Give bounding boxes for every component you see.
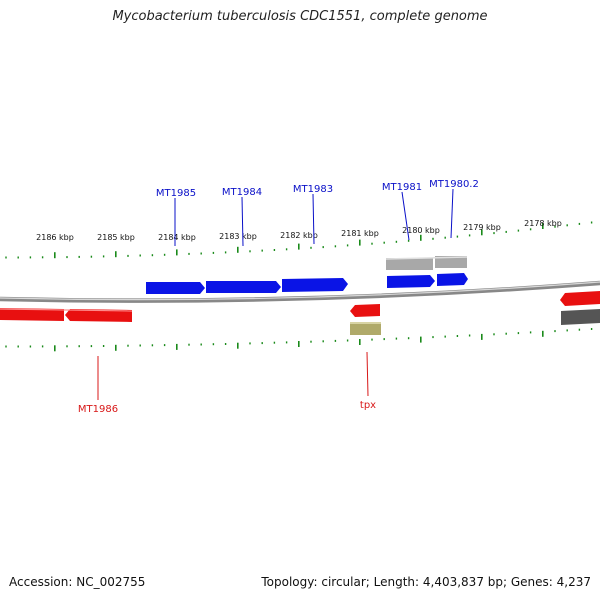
leader-line bbox=[312, 193, 315, 245]
gene-feature-mt1980-2[interactable] bbox=[437, 273, 468, 286]
ruler-label: 2179 kbp bbox=[463, 223, 501, 232]
leader-line bbox=[401, 191, 410, 241]
gene-label-mt1986[interactable]: MT1986 bbox=[78, 404, 118, 415]
reverse-gene-labels: MT1986 tpx bbox=[78, 351, 376, 415]
gene-feature-grey-1[interactable] bbox=[386, 258, 433, 270]
genome-backbone-highlight bbox=[0, 281, 600, 301]
ruler-label: 2178 kbp bbox=[524, 219, 562, 228]
leader-line bbox=[241, 196, 244, 247]
leader-line bbox=[366, 351, 369, 397]
gene-feature-mt1983[interactable] bbox=[282, 278, 348, 292]
ruler-label: 2186 kbp bbox=[36, 233, 74, 242]
gene-label-mt1983[interactable]: MT1983 bbox=[293, 184, 333, 195]
gene-feature-dark-right[interactable] bbox=[561, 309, 600, 325]
gene-feature-red-right[interactable] bbox=[560, 291, 600, 306]
genome-backbone bbox=[0, 280, 600, 303]
gene-feature-grey-2[interactable] bbox=[435, 256, 467, 268]
gene-feature-mt1984[interactable] bbox=[206, 281, 281, 293]
gene-label-mt1985[interactable]: MT1985 bbox=[156, 188, 196, 199]
gene-feature-tpx[interactable] bbox=[350, 304, 380, 317]
gene-feature-mt1985[interactable] bbox=[146, 282, 205, 294]
ruler-label: 2184 kbp bbox=[158, 233, 196, 242]
reverse-features bbox=[0, 291, 600, 335]
forward-gene-labels: MT1985 MT1984 MT1983 MT1981 MT1980.2 bbox=[156, 179, 479, 247]
gene-feature-olive[interactable] bbox=[350, 322, 381, 335]
forward-features bbox=[146, 256, 468, 294]
gene-label-mt1981[interactable]: MT1981 bbox=[382, 182, 422, 193]
feature-shine bbox=[385, 256, 468, 260]
ruler-label: 2180 kbp bbox=[402, 226, 440, 235]
ruler-labels: 2186 kbp 2185 kbp 2184 kbp 2183 kbp 2182… bbox=[36, 219, 562, 242]
gene-feature-red-left[interactable] bbox=[0, 308, 64, 321]
ruler-label: 2182 kbp bbox=[280, 231, 318, 240]
gene-label-mt1984[interactable]: MT1984 bbox=[222, 187, 262, 198]
ruler-label: 2185 kbp bbox=[97, 233, 135, 242]
feature-shine bbox=[0, 308, 133, 312]
gene-feature-mt1981[interactable] bbox=[387, 275, 435, 288]
ruler-ticks-reverse bbox=[5, 328, 593, 352]
gene-label-mt1980-2[interactable]: MT1980.2 bbox=[429, 179, 479, 190]
ruler-label: 2183 kbp bbox=[219, 232, 257, 241]
gene-feature-mt1986[interactable] bbox=[65, 309, 132, 322]
gene-label-tpx[interactable]: tpx bbox=[360, 400, 376, 411]
accession-text: Accession: NC_002755 bbox=[9, 575, 146, 589]
ruler-ticks-forward bbox=[5, 221, 593, 259]
genome-summary-text: Topology: circular; Length: 4,403,837 bp… bbox=[261, 575, 591, 589]
ruler-label: 2181 kbp bbox=[341, 229, 379, 238]
leader-line bbox=[450, 188, 454, 239]
map-title: Mycobacterium tuberculosis CDC1551, comp… bbox=[112, 9, 488, 24]
